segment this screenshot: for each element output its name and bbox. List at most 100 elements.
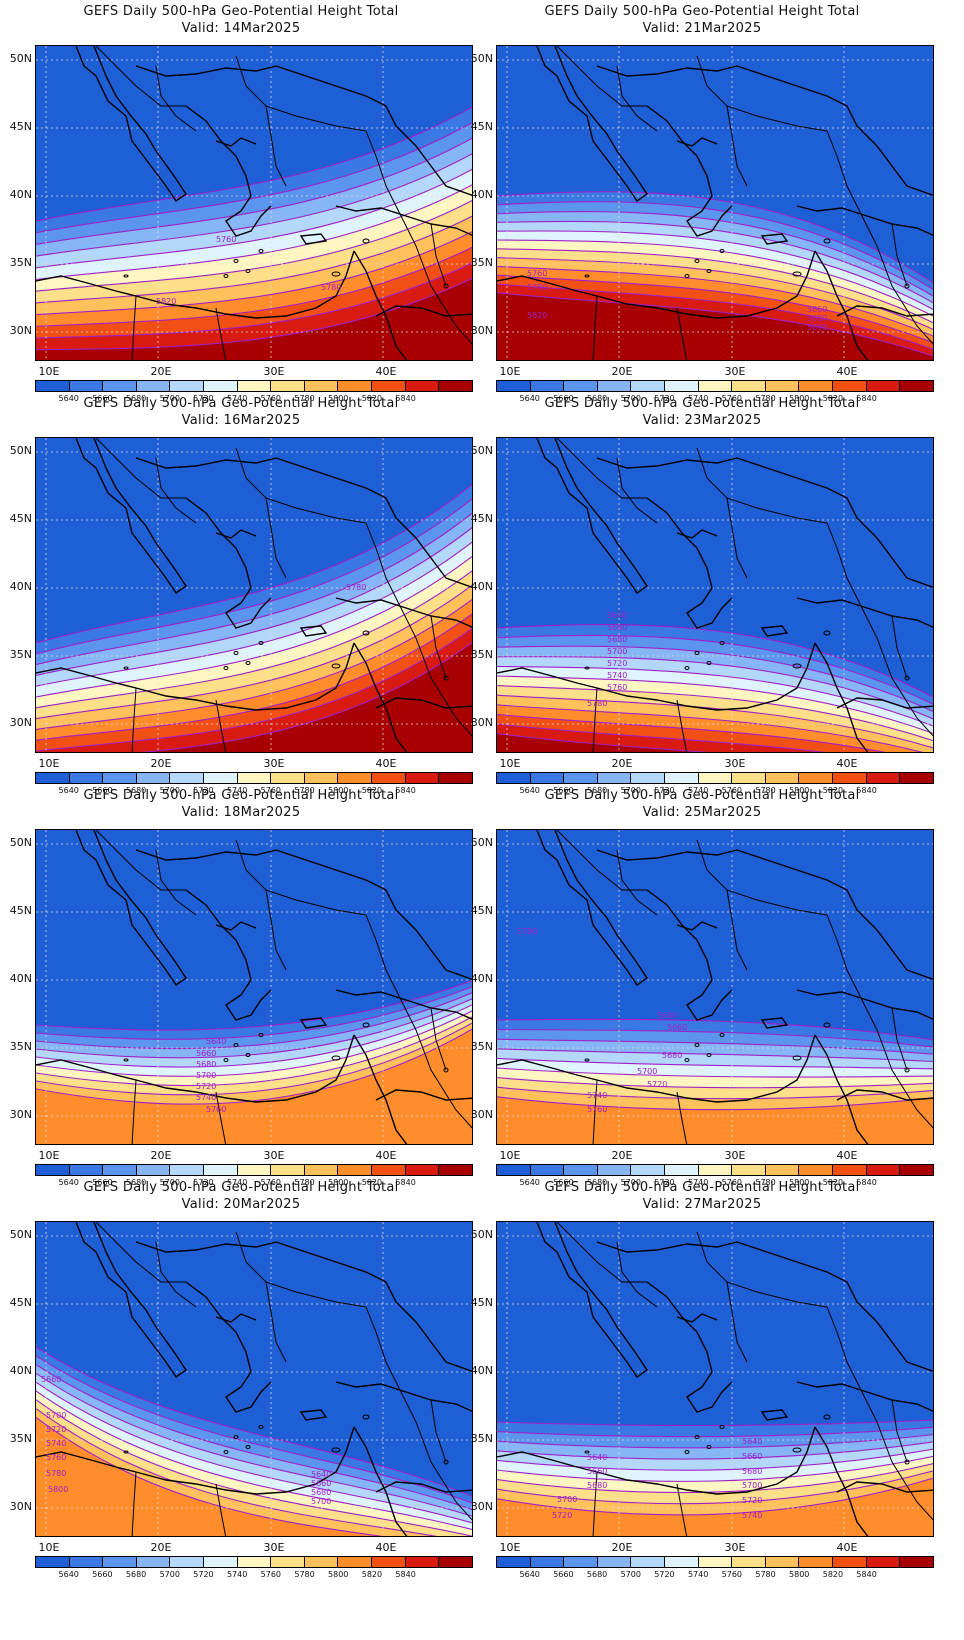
colorbar-label: 5800 xyxy=(328,1178,349,1187)
colorbar-label: 5660 xyxy=(92,1178,113,1187)
island xyxy=(792,1055,802,1061)
contour-line xyxy=(36,1408,438,1536)
contour-label: 5640 xyxy=(657,1011,677,1020)
lat-tick-label: 40N xyxy=(9,972,32,985)
colorbar-label: 5820 xyxy=(822,786,844,795)
lat-tick-label: 45N xyxy=(470,904,493,917)
colorbar-label: 5740 xyxy=(226,1570,248,1579)
contour-line xyxy=(36,122,472,234)
colorbar-swatch xyxy=(564,381,598,391)
contour-line xyxy=(36,598,472,730)
country-border xyxy=(826,522,858,599)
country-border xyxy=(826,914,858,991)
contour-svg: 5640 5660 5680 5700 5720 5640 5660 5680 5700 5720… xyxy=(497,1222,933,1536)
country-border xyxy=(696,1231,828,1308)
contour-label: 5660 xyxy=(807,305,827,314)
coastline xyxy=(596,1241,738,1253)
lon-tick-label: 20E xyxy=(611,1149,633,1162)
colorbar-swatch xyxy=(372,381,406,391)
island xyxy=(245,661,251,665)
lon-tick-label: 20E xyxy=(150,1149,172,1162)
lat-tick-label: 30N xyxy=(470,1500,493,1513)
island xyxy=(123,274,129,278)
contour-line xyxy=(497,624,933,698)
colorbar xyxy=(35,1164,473,1176)
country-border xyxy=(856,989,933,1129)
coastline xyxy=(75,1222,187,1378)
colorbar-label: 5720 xyxy=(654,1570,675,1579)
band-fill xyxy=(36,1029,472,1144)
contour-label: 5780 xyxy=(527,283,547,292)
island xyxy=(904,1459,910,1465)
contour-label: 5760 xyxy=(527,269,547,278)
contour-line xyxy=(36,555,472,698)
country-border xyxy=(430,223,447,287)
lat-tick-label: 30N xyxy=(9,1108,32,1121)
contour-label: 5760 xyxy=(607,683,627,692)
colorbar-swatch xyxy=(237,1557,272,1567)
contour-label: 5760 xyxy=(216,235,236,244)
country-border xyxy=(395,1381,472,1521)
lat-tick-label: 35N xyxy=(470,1040,493,1053)
contour-line xyxy=(497,723,826,752)
lon-tick-label: 30E xyxy=(724,1149,746,1162)
country-border xyxy=(592,687,598,752)
contour-label: 5760 xyxy=(206,1105,226,1114)
lon-tick-label: 10E xyxy=(38,757,60,770)
colorbar-swatch xyxy=(170,773,205,783)
country-border xyxy=(856,205,933,345)
colorbar xyxy=(35,1556,473,1568)
coastline xyxy=(836,697,933,709)
coastline xyxy=(814,1426,869,1536)
island xyxy=(684,1450,690,1454)
coastline xyxy=(215,529,257,539)
coastline xyxy=(75,438,187,594)
contour-line xyxy=(36,1004,472,1068)
lon-tick-label: 20E xyxy=(611,757,633,770)
colorbar-label: 5760 xyxy=(721,1570,743,1579)
contour-line xyxy=(36,106,472,222)
colorbar-swatch xyxy=(204,1557,238,1567)
coastline xyxy=(185,889,272,1021)
island xyxy=(443,675,449,681)
colorbar-label: 5840 xyxy=(856,1178,877,1187)
lon-tick-label: 40E xyxy=(375,1541,397,1554)
colorbar-swatch xyxy=(170,1165,205,1175)
colorbar-swatch xyxy=(698,773,733,783)
colorbar-swatch xyxy=(439,381,472,391)
lat-tick-label: 45N xyxy=(470,120,493,133)
colorbar-swatch xyxy=(69,1165,104,1175)
lon-tick-label: 40E xyxy=(836,365,858,378)
contour-line xyxy=(36,986,472,1040)
colorbar-label: 5820 xyxy=(361,786,383,795)
contour-line xyxy=(497,1048,933,1063)
contour-label: 5640 xyxy=(742,1437,762,1446)
contour-label: 5640 xyxy=(587,1453,607,1462)
country-border xyxy=(856,1381,933,1521)
island xyxy=(223,1450,229,1454)
island xyxy=(362,1022,370,1028)
colorbar-swatch xyxy=(372,1165,406,1175)
colorbar-label: 5840 xyxy=(395,1570,416,1579)
contour-line xyxy=(36,246,472,327)
contour-line xyxy=(36,992,472,1050)
lon-tick-label: 40E xyxy=(375,365,397,378)
colorbar-label: 5680 xyxy=(586,1570,608,1579)
contour-line xyxy=(36,613,472,741)
contour-label: 5720 xyxy=(647,1080,667,1089)
lat-tick-label: 30N xyxy=(470,716,493,729)
island xyxy=(694,651,700,655)
island xyxy=(443,1067,449,1073)
country-border xyxy=(726,889,748,971)
colorbar-swatch xyxy=(597,1557,632,1567)
colorbar-swatch xyxy=(799,773,834,783)
island xyxy=(684,666,690,670)
coastline xyxy=(185,497,272,629)
country-border xyxy=(556,46,647,107)
lat-tick-label: 50N xyxy=(470,52,493,65)
island xyxy=(719,641,725,645)
lon-tick-label: 30E xyxy=(263,365,285,378)
colorbar-swatch xyxy=(732,1557,766,1567)
